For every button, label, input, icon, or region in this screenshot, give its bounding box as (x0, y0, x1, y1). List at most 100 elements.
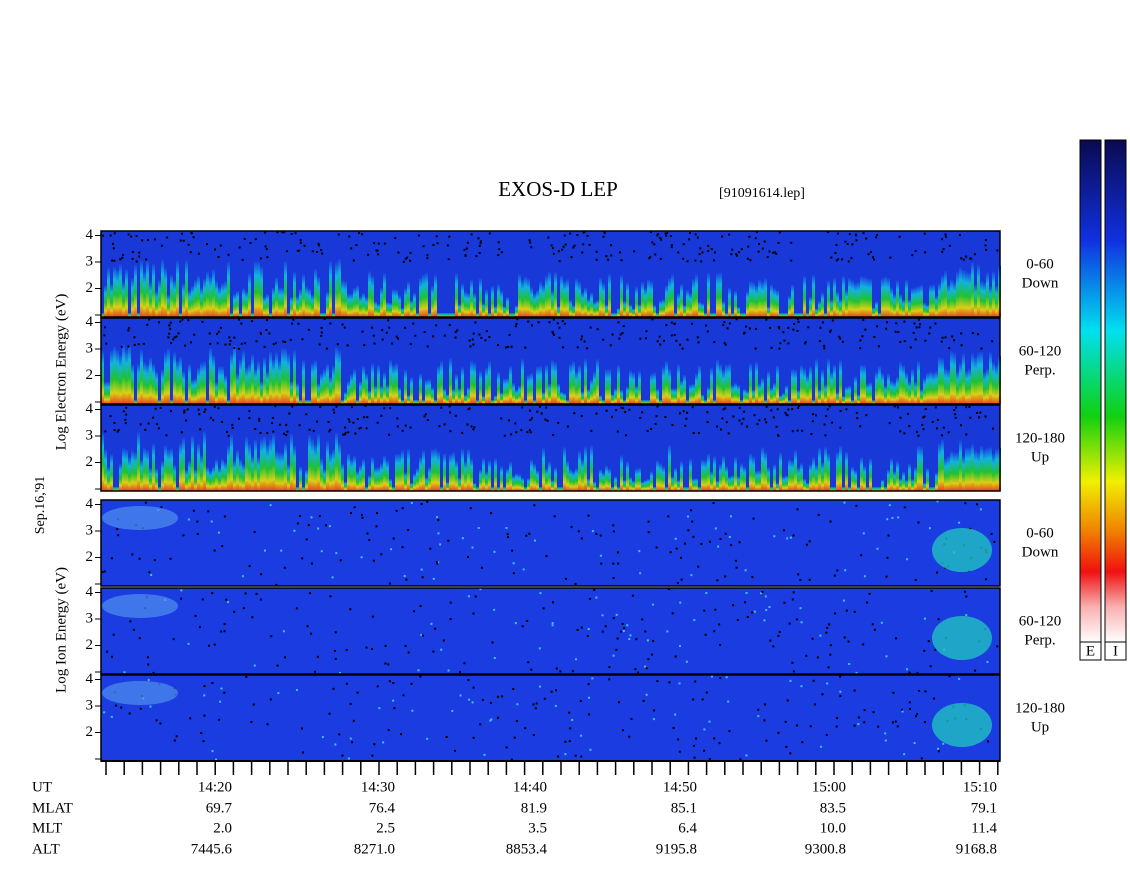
spectrogram-cell (658, 335, 661, 338)
spectrogram-cell (809, 296, 812, 317)
spectrogram-cell (947, 456, 950, 491)
spectrogram-cell (955, 406, 958, 409)
spectrogram-cell (176, 260, 179, 317)
spectrogram-cell (725, 466, 728, 491)
spectrogram-cell (482, 458, 485, 491)
spectrogram-cell (727, 432, 730, 435)
spectrogram-cell (791, 430, 794, 433)
spectrogram-cell (417, 234, 420, 237)
spectrogram-cell (149, 282, 152, 317)
spectrogram-cell (265, 328, 268, 331)
spectrogram-cell (557, 383, 560, 404)
spectrogram-cell (833, 278, 836, 317)
spectrogram-cell (911, 478, 914, 491)
spectrogram-cell (422, 274, 425, 317)
spectrogram-cell (965, 271, 968, 317)
spectrogram-cell (778, 327, 781, 330)
spectrogram-cell (384, 644, 387, 647)
spectrogram-cell (621, 332, 624, 335)
spectrogram-cell (266, 293, 269, 317)
spectrogram-cell (583, 340, 586, 343)
spectrogram-cell (593, 588, 596, 591)
spectrogram-cell (291, 405, 294, 408)
spectrogram-cell (767, 467, 770, 491)
spectrogram-cell (922, 428, 925, 431)
spectrogram-cell (110, 454, 113, 491)
spectrogram-cell (536, 470, 539, 491)
spectrogram-cell (612, 530, 615, 533)
spectrogram-cell (995, 365, 998, 404)
spectrogram-cell (678, 412, 681, 415)
spectrogram-cell (122, 282, 125, 317)
spectrogram-cell (377, 467, 380, 491)
spectrogram-cell (683, 305, 686, 317)
spectrogram-cell (894, 405, 897, 408)
spectrogram-cell (376, 421, 379, 424)
spectrogram-cell (284, 348, 287, 404)
spectrogram-cell (653, 243, 656, 246)
spectrogram-cell (678, 645, 681, 648)
spectrogram-cell (764, 451, 767, 491)
spectrogram-cell (734, 559, 737, 562)
spectrogram-cell (239, 313, 242, 317)
spectrogram-cell (830, 299, 833, 317)
spectrogram-cell (686, 515, 689, 518)
spectrogram-cell (611, 487, 614, 491)
spectrogram-cell (365, 646, 368, 649)
spectrogram-cell (564, 753, 567, 756)
spectrogram-cell (571, 670, 574, 673)
spectrogram-cell (626, 461, 629, 491)
ephemeris-value: 81.9 (521, 800, 547, 816)
spectrogram-cell (951, 335, 954, 338)
spectrogram-cell (254, 428, 257, 431)
spectrogram-cell (368, 271, 371, 317)
date: Sep.16,'91 (33, 476, 48, 535)
spectrogram-cell (894, 330, 897, 333)
spectrogram-cell (705, 592, 708, 595)
spectrogram-cell (472, 332, 475, 335)
spectrogram-cell (101, 234, 104, 237)
spectrogram-cell (566, 279, 569, 317)
spectrogram-cell (218, 718, 221, 721)
spectrogram-cell (185, 419, 188, 422)
spectrogram-cell (406, 256, 409, 259)
spectrogram-cell (466, 423, 469, 426)
spectrogram-cell (890, 380, 893, 404)
spectrogram-cell (686, 289, 689, 317)
spectrogram-cell (960, 332, 963, 335)
spectrogram-cell (521, 406, 524, 409)
spectrogram-cell (293, 271, 296, 317)
spectrogram-cell (477, 237, 480, 240)
spectrogram-cell (965, 370, 968, 404)
spectrogram-cell (183, 411, 186, 414)
spectrogram-cell (398, 387, 401, 404)
spectrogram-cell (173, 739, 176, 742)
spectrogram-cell (788, 295, 791, 317)
spectrogram-cell (831, 421, 834, 424)
spectrogram-cell (554, 362, 557, 404)
spectrogram-cell (944, 271, 947, 317)
spectrogram-cell (472, 343, 475, 346)
spectrogram-cell (863, 575, 866, 578)
spectrogram-cell (692, 698, 695, 701)
spectrogram-cell (116, 430, 119, 433)
spectrogram-cell (869, 251, 872, 254)
spectrogram-cell (880, 621, 883, 624)
spectrogram-cell (620, 389, 623, 404)
spectrogram-cell (326, 363, 329, 404)
spectrogram-cell (574, 582, 577, 585)
spectrogram-cell (575, 371, 578, 404)
spectrogram-cell (821, 292, 824, 317)
spectrogram-cell (674, 313, 677, 317)
spectrogram-cell (716, 480, 719, 491)
spectrogram-cell (694, 259, 697, 262)
spectrogram-cell (563, 447, 566, 491)
spectrogram-cell (338, 443, 341, 491)
spectrogram-cell (843, 501, 846, 504)
spectrogram-cell (929, 487, 932, 491)
spectrogram-cell (218, 366, 221, 404)
spectrogram-cell (909, 346, 912, 349)
spectrogram-cell (114, 704, 117, 707)
spectrogram-cell (301, 557, 304, 560)
spectrogram-cell (855, 411, 858, 414)
